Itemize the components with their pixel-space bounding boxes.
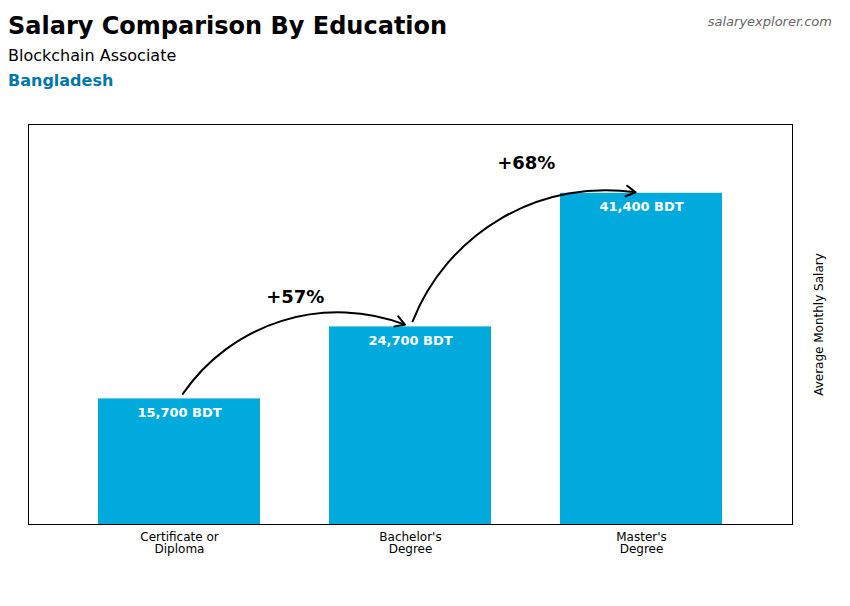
html-text:Salary Comparison By Education: Salary Comparison By Education xyxy=(8,12,448,40)
svg-text:Master'sDegree: Master'sDegree xyxy=(616,530,667,556)
svg-text:24,700 BDT: 24,700 BDT xyxy=(368,333,452,348)
svg-text:+68%: +68% xyxy=(497,152,555,173)
html-text:Blockchain Associate: Blockchain Associate xyxy=(8,46,177,65)
html-text:Bangladesh: Bangladesh xyxy=(8,71,114,90)
html-text:salaryexplorer.com: salaryexplorer.com xyxy=(707,14,832,29)
svg-text:Bachelor'sDegree: Bachelor'sDegree xyxy=(379,530,441,556)
svg-text:Certificate orDiploma: Certificate orDiploma xyxy=(140,530,218,556)
svg-text:Average Monthly Salary: Average Monthly Salary xyxy=(812,253,826,396)
svg-text:41,400 BDT: 41,400 BDT xyxy=(599,199,683,214)
svg-text:15,700 BDT: 15,700 BDT xyxy=(137,405,221,420)
svg-text:+57%: +57% xyxy=(266,286,324,307)
